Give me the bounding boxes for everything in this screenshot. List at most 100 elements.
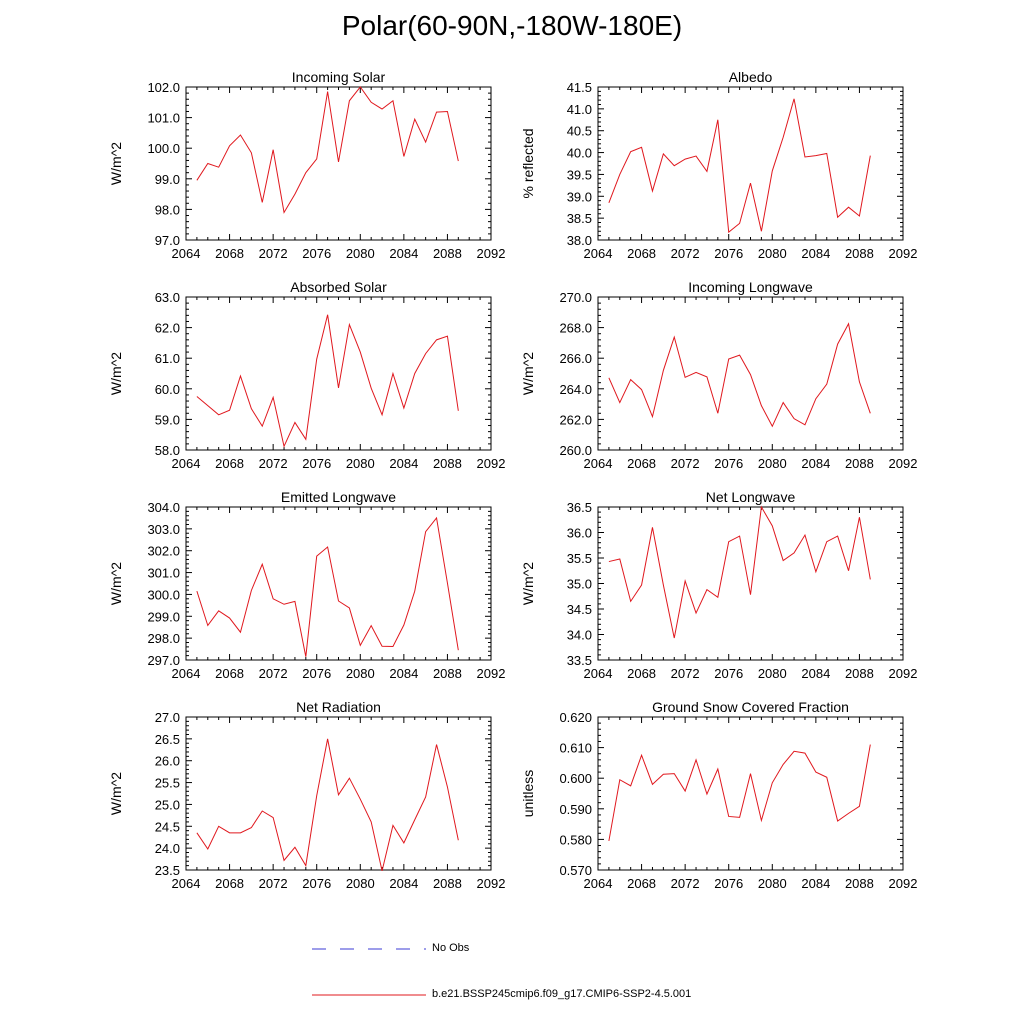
y-axis-label-albedo: % reflected <box>520 128 536 198</box>
x-tick-label-incoming-longwave: 2076 <box>714 456 743 471</box>
series-line-albedo <box>608 98 871 234</box>
y-axis-label-net-longwave: W/m^2 <box>520 562 536 605</box>
panel-frame-incoming-solar <box>185 86 492 241</box>
y-tick-label-emitted-longwave: 301.0 <box>147 566 180 581</box>
x-tick-label-absorbed-solar: 2088 <box>433 456 462 471</box>
y-tick-label-net-longwave: 33.5 <box>567 653 592 668</box>
x-tick-label-incoming-longwave: 2088 <box>845 456 874 471</box>
y-tick-label-incoming-longwave: 264.0 <box>559 382 592 397</box>
page-title: Polar(60-90N,-180W-180E) <box>341 10 683 41</box>
x-tick-label-emitted-longwave: 2064 <box>172 666 201 681</box>
y-tick-label-absorbed-solar: 62.0 <box>155 321 180 336</box>
x-tick-label-emitted-longwave: 2080 <box>346 666 375 681</box>
y-tick-label-incoming-longwave: 262.0 <box>559 412 592 427</box>
y-tick-label-absorbed-solar: 60.0 <box>155 382 180 397</box>
series-line-net-longwave <box>608 505 871 639</box>
y-tick-label-emitted-longwave: 297.0 <box>147 653 180 668</box>
y-tick-label-albedo: 40.5 <box>567 124 592 139</box>
x-tick-label-incoming-longwave: 2080 <box>758 456 787 471</box>
panel-title-net-longwave: Net Longwave <box>706 489 796 505</box>
x-tick-label-emitted-longwave: 2068 <box>215 666 244 681</box>
x-tick-label-albedo: 2080 <box>758 246 787 261</box>
x-tick-label-albedo: 2084 <box>801 246 830 261</box>
y-tick-label-net-radiation: 24.0 <box>155 841 180 856</box>
y-tick-label-emitted-longwave: 299.0 <box>147 609 180 624</box>
panel-title-absorbed-solar: Absorbed Solar <box>290 279 387 295</box>
y-tick-label-net-radiation: 23.5 <box>155 863 180 878</box>
y-tick-label-albedo: 38.5 <box>567 211 592 226</box>
y-tick-label-net-longwave: 35.5 <box>567 551 592 566</box>
y-tick-label-net-longwave: 34.5 <box>567 602 592 617</box>
x-tick-label-albedo: 2088 <box>845 246 874 261</box>
panel-frame-incoming-longwave <box>597 296 904 451</box>
x-tick-label-net-longwave: 2092 <box>889 666 918 681</box>
y-tick-label-net-radiation: 25.0 <box>155 797 180 812</box>
x-tick-label-net-longwave: 2080 <box>758 666 787 681</box>
panel-title-ground-snow-covered-fraction: Ground Snow Covered Fraction <box>652 699 849 715</box>
y-tick-label-ground-snow-covered-fraction: 0.580 <box>559 832 592 847</box>
x-tick-label-incoming-longwave: 2092 <box>889 456 918 471</box>
series-line-absorbed-solar <box>196 314 459 448</box>
x-tick-label-net-longwave: 2088 <box>845 666 874 681</box>
panel-title-incoming-solar: Incoming Solar <box>292 69 386 85</box>
x-tick-label-net-radiation: 2092 <box>477 876 506 891</box>
y-tick-label-albedo: 39.0 <box>567 189 592 204</box>
y-tick-label-incoming-solar: 100.0 <box>147 141 180 156</box>
y-axis-label-incoming-longwave: W/m^2 <box>520 352 536 395</box>
y-tick-label-incoming-solar: 102.0 <box>147 80 180 95</box>
x-tick-label-net-longwave: 2068 <box>627 666 656 681</box>
panel-frame-ground-snow-covered-fraction <box>597 716 904 871</box>
x-tick-label-incoming-longwave: 2084 <box>801 456 830 471</box>
x-tick-label-ground-snow-covered-fraction: 2088 <box>845 876 874 891</box>
y-tick-label-net-longwave: 35.0 <box>567 577 592 592</box>
y-tick-label-emitted-longwave: 298.0 <box>147 631 180 646</box>
x-tick-label-ground-snow-covered-fraction: 2092 <box>889 876 918 891</box>
y-tick-label-net-longwave: 36.5 <box>567 500 592 515</box>
x-tick-label-incoming-solar: 2080 <box>346 246 375 261</box>
x-tick-label-absorbed-solar: 2084 <box>389 456 418 471</box>
y-tick-label-absorbed-solar: 59.0 <box>155 412 180 427</box>
x-tick-label-net-radiation: 2076 <box>302 876 331 891</box>
y-tick-label-ground-snow-covered-fraction: 0.600 <box>559 771 592 786</box>
x-tick-label-incoming-solar: 2084 <box>389 246 418 261</box>
panel-title-albedo: Albedo <box>729 69 773 85</box>
x-tick-label-absorbed-solar: 2076 <box>302 456 331 471</box>
x-tick-label-incoming-solar: 2076 <box>302 246 331 261</box>
panel-title-net-radiation: Net Radiation <box>296 699 381 715</box>
y-tick-label-albedo: 40.0 <box>567 146 592 161</box>
y-tick-label-incoming-solar: 99.0 <box>155 172 180 187</box>
x-tick-label-net-radiation: 2084 <box>389 876 418 891</box>
x-tick-label-incoming-solar: 2072 <box>259 246 288 261</box>
x-tick-label-albedo: 2068 <box>627 246 656 261</box>
x-tick-label-ground-snow-covered-fraction: 2084 <box>801 876 830 891</box>
y-tick-label-incoming-solar: 98.0 <box>155 202 180 217</box>
x-tick-label-absorbed-solar: 2080 <box>346 456 375 471</box>
x-tick-label-net-radiation: 2080 <box>346 876 375 891</box>
x-tick-label-absorbed-solar: 2072 <box>259 456 288 471</box>
series-line-net-radiation <box>196 738 459 871</box>
y-tick-label-ground-snow-covered-fraction: 0.620 <box>559 710 592 725</box>
y-tick-label-net-radiation: 25.5 <box>155 776 180 791</box>
y-tick-label-incoming-solar: 101.0 <box>147 111 180 126</box>
y-tick-label-ground-snow-covered-fraction: 0.610 <box>559 741 592 756</box>
panel-title-incoming-longwave: Incoming Longwave <box>688 279 813 295</box>
x-tick-label-net-longwave: 2064 <box>584 666 613 681</box>
y-tick-label-net-radiation: 24.5 <box>155 819 180 834</box>
y-tick-label-albedo: 41.0 <box>567 102 592 117</box>
y-axis-label-absorbed-solar: W/m^2 <box>108 352 124 395</box>
series-line-incoming-solar <box>196 86 459 214</box>
y-axis-label-incoming-solar: W/m^2 <box>108 142 124 185</box>
x-tick-label-incoming-solar: 2068 <box>215 246 244 261</box>
x-tick-label-incoming-solar: 2088 <box>433 246 462 261</box>
y-tick-label-net-radiation: 26.5 <box>155 732 180 747</box>
y-tick-label-ground-snow-covered-fraction: 0.570 <box>559 863 592 878</box>
x-tick-label-net-radiation: 2064 <box>172 876 201 891</box>
y-tick-label-ground-snow-covered-fraction: 0.590 <box>559 802 592 817</box>
x-tick-label-albedo: 2092 <box>889 246 918 261</box>
x-tick-label-ground-snow-covered-fraction: 2068 <box>627 876 656 891</box>
y-tick-label-emitted-longwave: 302.0 <box>147 544 180 559</box>
x-tick-label-emitted-longwave: 2088 <box>433 666 462 681</box>
x-tick-label-incoming-solar: 2092 <box>477 246 506 261</box>
y-tick-label-net-longwave: 34.0 <box>567 628 592 643</box>
